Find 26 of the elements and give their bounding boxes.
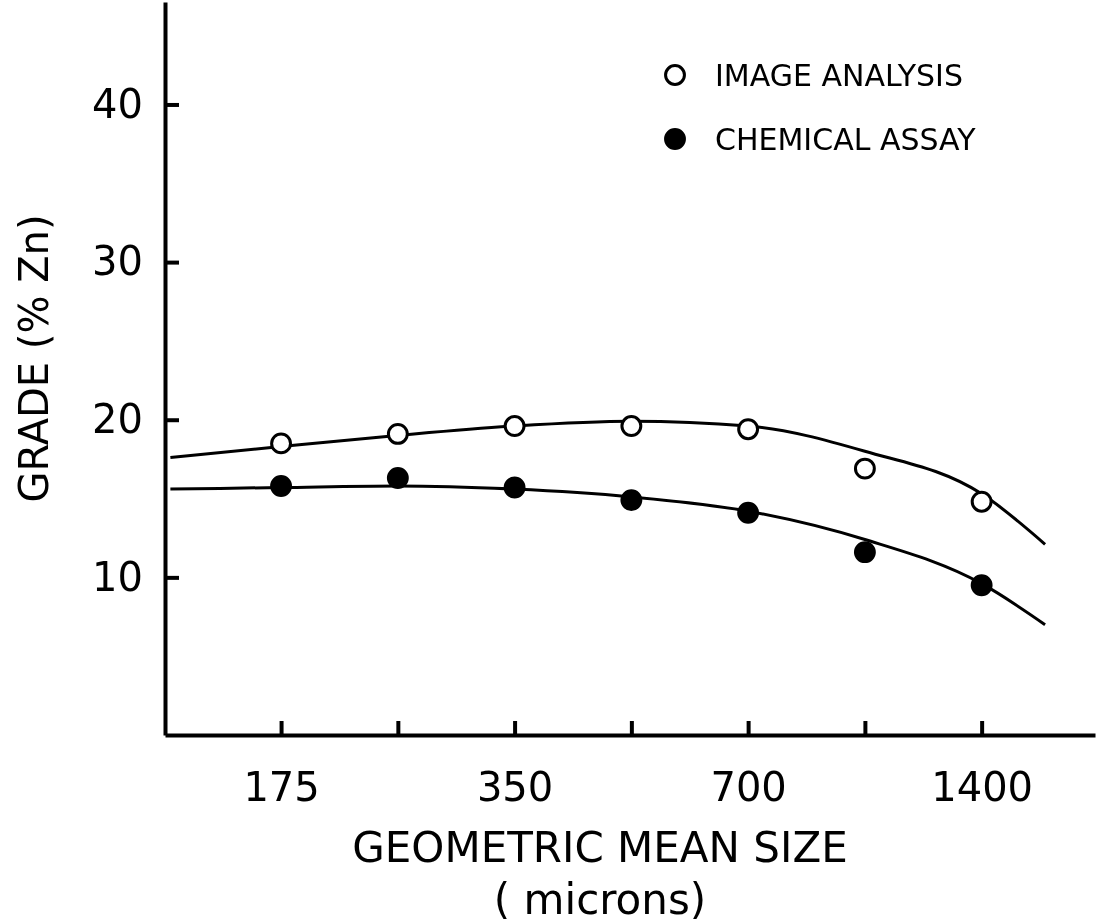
point <box>386 467 409 489</box>
y-tick-label: 10 <box>92 553 143 600</box>
point <box>620 415 643 437</box>
point <box>970 490 993 513</box>
point <box>970 574 993 597</box>
point <box>503 415 526 437</box>
point <box>386 423 409 445</box>
y-tick-label: 30 <box>92 238 143 285</box>
point <box>737 418 760 441</box>
point <box>270 432 293 455</box>
x-tick-label: 700 <box>710 764 787 810</box>
point <box>737 501 760 524</box>
point <box>853 457 876 480</box>
point <box>620 489 643 512</box>
y-axis-title: GRADE (% Zn) <box>11 214 57 503</box>
x-tick-label: 1400 <box>931 764 1034 810</box>
x-tick-label: 175 <box>243 764 320 810</box>
legend-label: CHEMICAL ASSAY <box>715 121 977 157</box>
point <box>503 476 526 499</box>
point <box>853 541 876 564</box>
y-tick-label: 20 <box>92 396 143 443</box>
y-tick-label: 40 <box>92 80 143 127</box>
point <box>270 475 293 497</box>
x-axis-title: GEOMETRIC MEAN SIZE ( microns) <box>352 823 848 919</box>
legend-label: IMAGE ANALYSIS <box>715 57 963 93</box>
x-tick-label: 350 <box>476 764 554 810</box>
